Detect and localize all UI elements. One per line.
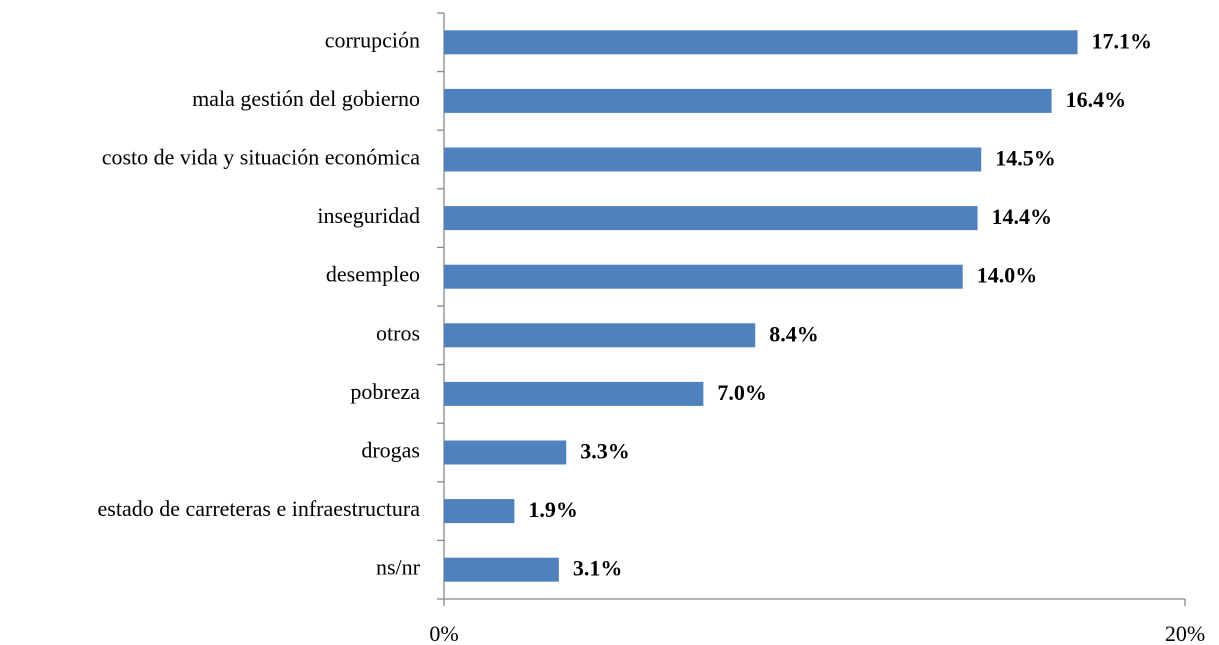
y-tick-label: otros bbox=[376, 320, 420, 345]
value-label: 17.1% bbox=[1092, 28, 1153, 53]
bar bbox=[444, 381, 704, 406]
value-label: 8.4% bbox=[769, 321, 819, 346]
y-tick-label: drogas bbox=[361, 438, 420, 463]
bar bbox=[444, 557, 559, 582]
y-tick-label: ns/nr bbox=[376, 555, 421, 580]
y-tick-label: mala gestión del gobierno bbox=[192, 86, 420, 111]
x-tick-label: 20% bbox=[1165, 621, 1205, 645]
bar bbox=[444, 88, 1052, 113]
bar bbox=[444, 206, 978, 231]
y-tick-label: costo de vida y situación económica bbox=[102, 145, 421, 170]
y-tick-label: corrupción bbox=[325, 27, 420, 52]
value-label: 14.0% bbox=[977, 263, 1037, 288]
bar bbox=[444, 264, 963, 289]
value-label: 16.4% bbox=[1066, 87, 1127, 112]
value-label: 3.1% bbox=[573, 556, 623, 581]
value-label: 3.3% bbox=[580, 439, 630, 464]
y-tick-label: estado de carreteras e infraestructura bbox=[98, 496, 421, 521]
value-label: 7.0% bbox=[717, 380, 767, 405]
value-label: 1.9% bbox=[528, 497, 578, 522]
bar bbox=[444, 30, 1078, 55]
value-label: 14.4% bbox=[992, 204, 1053, 229]
bar bbox=[444, 499, 515, 524]
value-label: 14.5% bbox=[995, 146, 1056, 171]
y-tick-label: desempleo bbox=[326, 262, 420, 287]
bar bbox=[444, 440, 567, 465]
y-tick-label: inseguridad bbox=[317, 203, 420, 228]
y-tick-label: pobreza bbox=[350, 379, 420, 404]
x-tick-label: 0% bbox=[429, 621, 458, 645]
bar bbox=[444, 323, 756, 348]
bar bbox=[444, 147, 982, 172]
